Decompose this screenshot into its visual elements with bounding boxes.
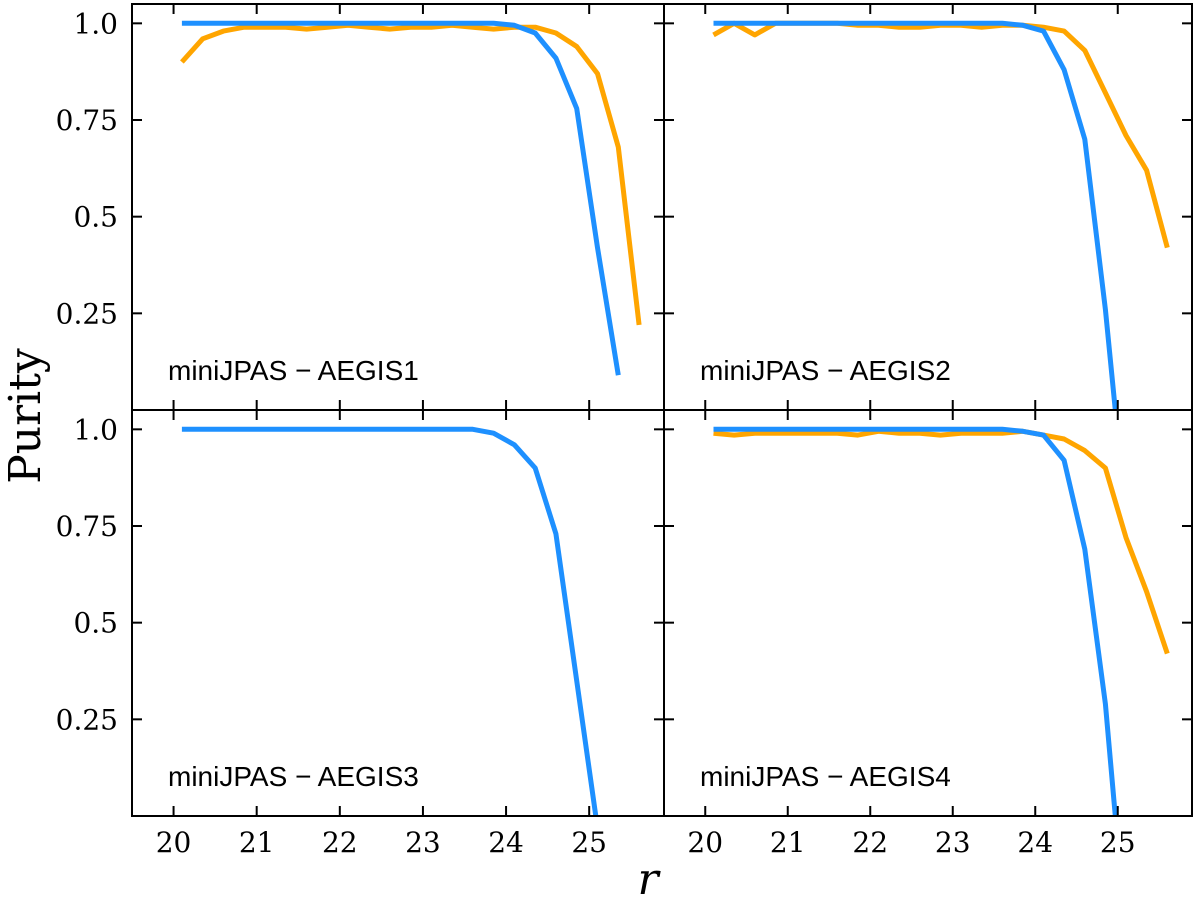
x-tick-label: 22 xyxy=(852,826,888,859)
series-line-panel3-1 xyxy=(181,426,599,817)
x-tick-label: 25 xyxy=(1100,826,1136,859)
panel-frame-3 xyxy=(131,409,665,817)
panel-label-3: miniJPAS − AEGIS3 xyxy=(168,761,419,792)
y-tick-label: 1.0 xyxy=(73,413,118,446)
x-tick-label: 21 xyxy=(239,826,275,859)
panel-label-4: miniJPAS − AEGIS4 xyxy=(700,761,951,792)
x-tick-label: 24 xyxy=(488,826,524,859)
x-tick-label: 24 xyxy=(1017,826,1053,859)
x-tick-label: 20 xyxy=(156,826,192,859)
y-axis-title: Purity xyxy=(0,348,51,484)
series-line-panel2-1 xyxy=(712,20,1170,249)
x-tick-label: 21 xyxy=(770,826,806,859)
series-line-panel1-1 xyxy=(180,22,642,326)
x-tick-label: 25 xyxy=(571,826,607,859)
y-tick-label: 0.75 xyxy=(56,510,118,543)
y-tick-label: 0.5 xyxy=(73,201,118,234)
x-tick-label: 23 xyxy=(405,826,441,859)
y-tick-label: 0.5 xyxy=(73,607,118,640)
y-tick-label: 0.25 xyxy=(56,297,118,330)
y-tick-label: 0.25 xyxy=(56,703,118,736)
panel-label-1: miniJPAS − AEGIS1 xyxy=(168,355,419,386)
x-tick-label: 23 xyxy=(935,826,971,859)
series-line-panel1-2 xyxy=(181,20,621,376)
series-line-panel2-2 xyxy=(713,20,1118,411)
x-tick-label: 22 xyxy=(322,826,358,859)
panel-frame-2 xyxy=(663,3,1193,411)
y-tick-label: 0.75 xyxy=(56,104,118,137)
x-tick-label: 20 xyxy=(687,826,723,859)
panel-frame-1 xyxy=(131,3,665,411)
series-line-panel4-1 xyxy=(713,428,1170,655)
y-tick-label: 1.0 xyxy=(73,7,118,40)
x-axis-title: r xyxy=(637,854,661,905)
series-line-panel4-2 xyxy=(713,426,1118,817)
panel-frame-4 xyxy=(663,409,1193,817)
panel-label-2: miniJPAS − AEGIS2 xyxy=(700,355,951,386)
